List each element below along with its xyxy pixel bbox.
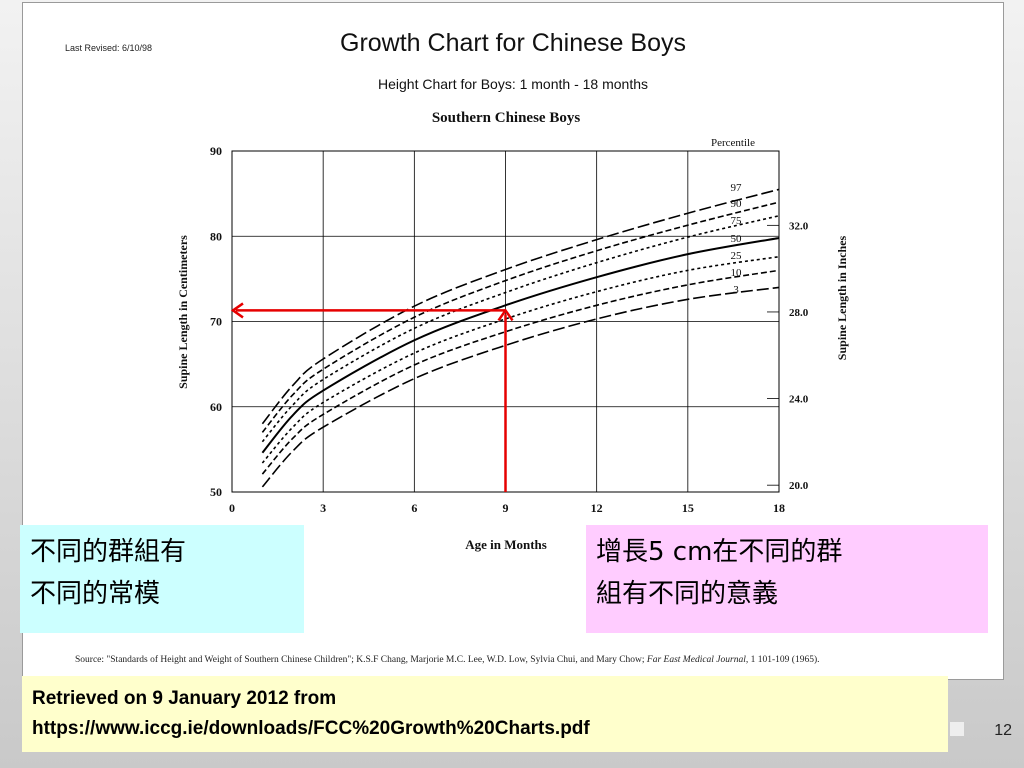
series-line-p25	[261, 255, 780, 464]
x-tick-label: 9	[503, 501, 509, 515]
source-tail: 1 101-109 (1965).	[750, 655, 820, 665]
legend-entry-p97: 97	[731, 182, 743, 194]
series-line-p75	[261, 215, 780, 443]
red-arrowhead-left	[230, 302, 244, 319]
y2-tick-label: 20.0	[789, 480, 809, 492]
slide-marker	[950, 722, 964, 736]
retrieved-line1: Retrieved on 9 January 2012 from	[32, 688, 337, 709]
legend-entry-p3: 3	[733, 284, 739, 296]
series-line-p50	[261, 236, 780, 454]
page-number: 12	[994, 722, 1012, 739]
x-tick-label: 6	[411, 501, 417, 515]
series-lines: 97 90 75 50 25 10 3	[261, 182, 780, 488]
y-tick-label: 50	[210, 485, 222, 499]
legend-entry-p25: 25	[731, 250, 743, 262]
note-left-line2: 不同的常模	[30, 579, 161, 609]
grid: 0 3 6 9 12 15 18 50 60 70 80 90 20.0 24.0 28.0 32.0	[210, 144, 809, 515]
last-revised: Last Revised: 6/10/98	[65, 43, 153, 53]
x-tick-label: 18	[773, 501, 785, 515]
legend-title: Percentile	[711, 137, 755, 149]
y2-tick-label: 32.0	[789, 220, 809, 232]
x-tick-label: 15	[682, 501, 694, 515]
series-line-p90	[261, 201, 780, 433]
series-line-p3	[261, 286, 780, 488]
retrieved-url: https://www.iccg.ie/downloads/FCC%20Grow…	[32, 718, 590, 739]
retrieved-box: Retrieved on 9 January 2012 from https:/…	[22, 676, 948, 752]
note-left: 不同的群組有 不同的常模	[20, 525, 304, 633]
legend-entry-p90: 90	[731, 198, 743, 210]
x-axis-label: Age in Months	[465, 537, 547, 552]
y-tick-label: 60	[210, 400, 222, 414]
source-text: Source: "Standards of Height and Weight …	[75, 655, 645, 665]
document-title: Growth Chart for Chinese Boys	[340, 29, 686, 57]
chart-title: Southern Chinese Boys	[432, 110, 581, 126]
y2-tick-label: 28.0	[789, 307, 809, 319]
legend-entry-p50: 50	[731, 233, 743, 245]
source-citation: Source: "Standards of Height and Weight …	[75, 655, 820, 665]
y2-axis-label: Supine Length in Inches	[835, 235, 849, 360]
x-tick-label: 3	[320, 501, 326, 515]
note-right-line2: 組有不同的意義	[596, 579, 779, 609]
note-right: 增長5 cm在不同的群 組有不同的意義	[586, 525, 988, 633]
source-journal: Far East Medical Journal,	[646, 655, 749, 665]
legend-entry-p75: 75	[731, 215, 743, 227]
legend-entry-p10: 10	[731, 267, 743, 279]
series-line-p10	[261, 269, 780, 475]
y-axis-label: Supine Length in Centimeters	[176, 235, 190, 389]
x-tick-label: 12	[591, 501, 603, 515]
y2-tick-label: 24.0	[789, 394, 809, 406]
series-line-p97	[261, 188, 780, 425]
document-subtitle: Height Chart for Boys: 1 month - 18 mont…	[377, 76, 648, 92]
annotation-arrows	[230, 302, 514, 492]
note-right-line1: 增長5 cm在不同的群	[596, 537, 843, 567]
y-tick-label: 70	[210, 315, 222, 329]
y-tick-label: 80	[210, 229, 222, 243]
note-left-line1: 不同的群組有	[30, 537, 187, 567]
y-tick-label: 90	[210, 144, 222, 158]
x-tick-label: 0	[229, 501, 235, 515]
